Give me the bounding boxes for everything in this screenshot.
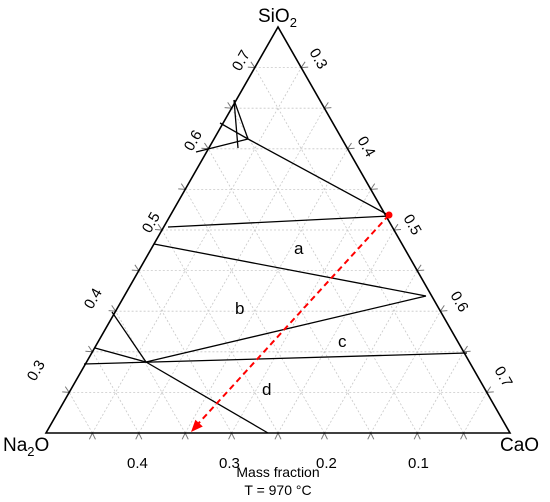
phase-boundary-line [83, 352, 468, 365]
phase-boundary-line [247, 138, 391, 217]
phase-boundary-line [233, 99, 249, 140]
phase-boundary-line [233, 99, 239, 149]
grid-line-left [68, 392, 93, 434]
left-tick-0.4: 0.4 [81, 285, 106, 312]
right-tick-0.6: 0.6 [447, 289, 472, 316]
grid-line-right [184, 148, 348, 434]
bottom-tick-0.2: 0.2 [316, 455, 337, 472]
grid-line-left [254, 67, 464, 434]
tick-mark-left [62, 386, 71, 393]
phase-boundary-line [195, 138, 249, 153]
tick-mark-bottom [320, 431, 328, 440]
grid-line-left [92, 351, 140, 434]
tie-line-arrowhead [191, 419, 203, 432]
region-label-b: b [235, 299, 244, 318]
tick-mark-left [201, 142, 210, 150]
grid-line-right [92, 67, 302, 434]
tie-line-start-point [385, 211, 393, 219]
tick-mark-right [416, 264, 425, 272]
tick-mark-bottom [88, 431, 96, 440]
tick-mark-bottom [181, 431, 189, 440]
grid-line-right [277, 229, 395, 434]
left-tick-0.3: 0.3 [24, 357, 49, 384]
tick-mark-bottom [274, 431, 282, 440]
phase-boundary-line [111, 311, 147, 363]
grid-lines [68, 67, 488, 434]
tick-mark-right [462, 345, 471, 353]
vertex-label-sio2: SiO2 [258, 6, 297, 30]
grid-line-right [463, 392, 488, 434]
phase-boundary-line [94, 347, 147, 363]
tick-mark-bottom [228, 431, 236, 440]
tick-mark-left [224, 102, 233, 109]
grid-line-right [416, 351, 464, 434]
tick-mark-bottom [135, 431, 143, 440]
grid-line-left [208, 148, 372, 434]
vertex-label-na2o: Na2O [3, 435, 49, 459]
tick-mark-right [369, 183, 378, 190]
tick-mark-left [131, 264, 140, 272]
phase-boundaries [83, 99, 468, 434]
tick-mark-right [323, 102, 332, 109]
bottom-tick-0.1: 0.1 [408, 455, 429, 472]
left-tick-0.7: 0.7 [229, 47, 254, 74]
tick-mark-right [439, 305, 448, 312]
phase-boundary-line [167, 215, 391, 228]
tick-mark-right [393, 223, 402, 231]
tick-mark-right [300, 61, 309, 69]
grid-line-right [324, 270, 418, 434]
tick-mark-bottom [460, 431, 468, 440]
tick-mark-left [108, 305, 117, 312]
tie-line-arrow [196, 214, 390, 426]
right-tick-0.5: 0.5 [400, 212, 425, 239]
grid-line-left [184, 189, 325, 434]
phase-boundary-line [153, 243, 427, 297]
region-label-d: d [262, 380, 271, 399]
vertex-label-cao: CaO [500, 435, 539, 456]
grid-line-left [161, 229, 279, 434]
region-label-c: c [338, 332, 347, 351]
right-tick-0.4: 0.4 [354, 134, 379, 161]
caption-temperature: T = 970 °C [244, 482, 311, 498]
tick-mark-left [178, 183, 187, 190]
caption-mass-fraction: Mass fraction [236, 464, 319, 480]
phase-boundary-line [145, 361, 269, 434]
bottom-tick-0.3: 0.3 [219, 455, 240, 472]
triangle-frame [44, 25, 512, 434]
right-tick-0.3: 0.3 [306, 46, 331, 73]
axis-tick-marks [62, 61, 494, 440]
grid-line-right [370, 311, 441, 434]
phase-boundary-line [219, 122, 249, 140]
tick-mark-left [85, 345, 94, 353]
grid-line-left [115, 311, 186, 434]
tick-mark-bottom [367, 431, 375, 440]
tick-mark-bottom [413, 431, 421, 440]
tick-mark-right [485, 386, 494, 393]
right-tick-0.7: 0.7 [491, 364, 516, 391]
region-label-a: a [294, 239, 304, 258]
grid-line-left [138, 270, 232, 434]
tick-mark-right [346, 142, 355, 150]
bottom-tick-0.4: 0.4 [127, 455, 148, 472]
